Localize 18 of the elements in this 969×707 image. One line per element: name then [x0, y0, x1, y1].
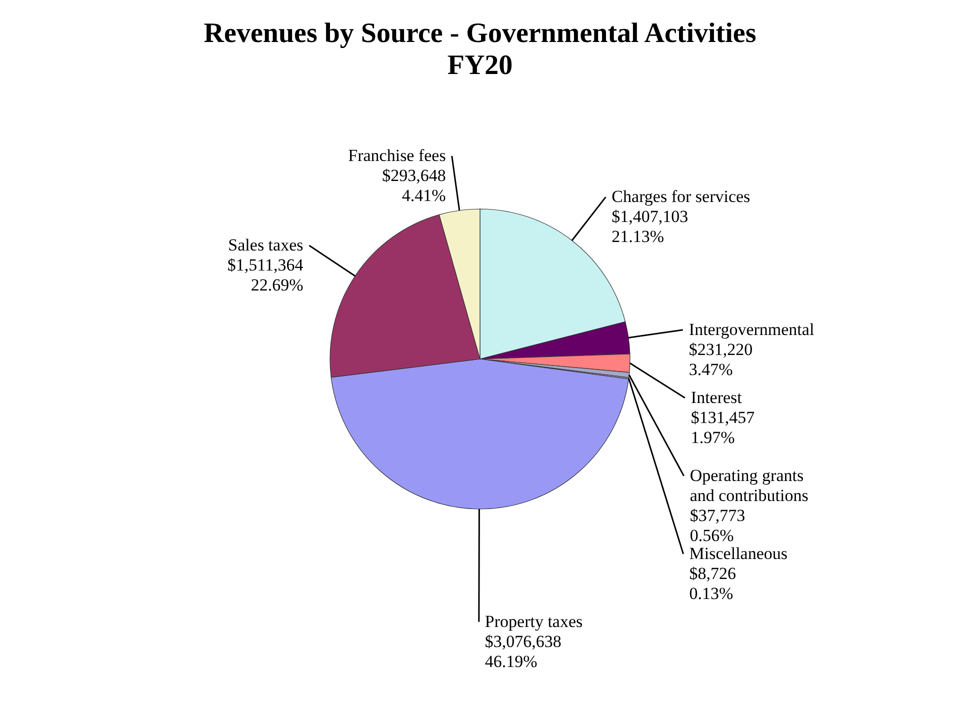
slice-label: Intergovernmental [688, 320, 814, 339]
slice-label: Property taxes [484, 612, 583, 631]
data-label: $293,648 4.41% [382, 166, 446, 205]
slice-label: Franchise fees [348, 146, 446, 165]
data-label: $1,407,103 21.13% [612, 207, 688, 246]
data-label: $231,220 3.47% [688, 340, 753, 379]
chart-title: Revenues by Source - Governmental Activities [204, 18, 756, 49]
data-label: $37,773 0.56% [690, 506, 746, 545]
slice-label: Miscellaneous [689, 544, 788, 563]
data-label: $3,076,638 46.19% [484, 632, 562, 671]
slice-label: Operating grants and contributions [690, 466, 808, 505]
data-label: $8,726 0.13% [689, 564, 736, 603]
slice-label: Sales taxes [228, 236, 304, 255]
data-label: $1,511,364 22.69% [227, 256, 304, 295]
chart-subtitle: FY20 [447, 50, 513, 81]
data-label: $131,457 1.97% [690, 408, 756, 447]
slice-label: Interest [690, 388, 742, 407]
slice-label: Charges for services [612, 187, 750, 206]
